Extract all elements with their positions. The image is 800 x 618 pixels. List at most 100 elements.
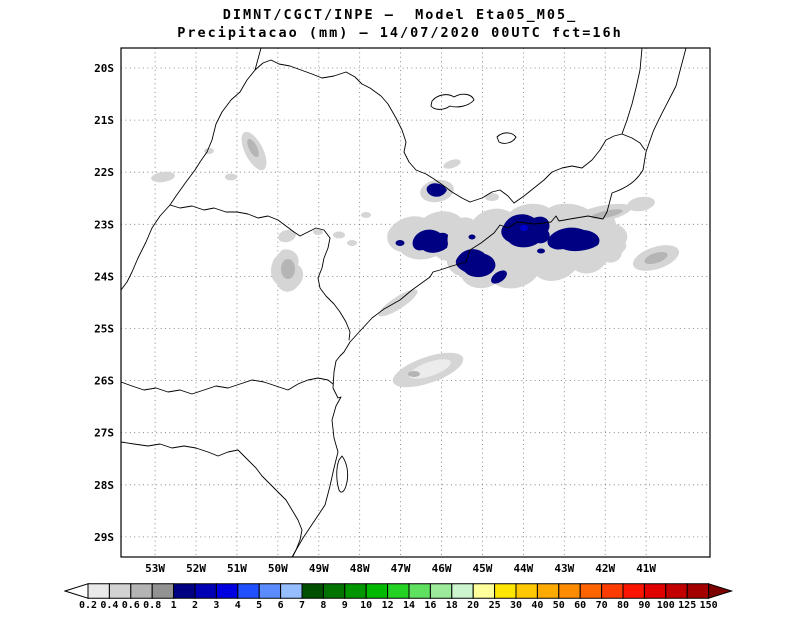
lat-label: 25S [94, 323, 114, 336]
colorbar [64, 583, 734, 599]
state-border-mg-sp [254, 59, 515, 204]
colorbar-label: 5 [256, 600, 263, 611]
lat-label: 20S [94, 62, 114, 75]
precip-heavy-patch [547, 227, 600, 252]
colorbar-label: 80 [616, 600, 630, 611]
colorbar-cell [173, 583, 196, 599]
colorbar-label: 100 [656, 600, 675, 611]
precip-heavy-patch [491, 270, 507, 284]
precip-light-patch [333, 231, 345, 239]
precip-light-patch [443, 159, 461, 169]
colorbar-cell [601, 583, 624, 599]
colorbar-cell [558, 583, 581, 599]
lon-label: 43W [554, 562, 574, 575]
colorbar-label: 12 [381, 600, 394, 611]
colorbar-cell [579, 583, 603, 599]
plot-title-line2: Precipitacao (mm) — 14/07/2020 00UTC fct… [177, 25, 623, 41]
precip-mid-patch [247, 138, 259, 158]
precip-light-patch [204, 148, 214, 154]
colorbar-cell [151, 583, 175, 599]
colorbar-label: 0.4 [100, 600, 119, 611]
colorbar-label: 50 [552, 600, 565, 611]
colorbar-cell [429, 583, 453, 599]
precip-light-patch [225, 173, 237, 181]
precip-heavy-patch [501, 214, 550, 248]
colorbar-label: 90 [638, 600, 651, 611]
colorbar-label: 60 [574, 600, 587, 611]
lon-label: 44W [513, 562, 533, 575]
lat-label: 27S [94, 427, 114, 440]
colorbar-label: 16 [424, 600, 437, 611]
plot-title-line1: DIMNT/CGCT/INPE — Model Eta05_M05_ [222, 7, 578, 23]
precip-heavy-patch [537, 248, 545, 254]
state-border-pr-sc [120, 377, 334, 395]
precip-light-patch [378, 289, 418, 317]
colorbar-cell [536, 583, 560, 599]
precip-layer [151, 131, 680, 388]
colorbar-label: 18 [445, 600, 458, 611]
lon-label: 51W [227, 562, 247, 575]
colorbar-cell [686, 583, 710, 599]
lon-label: 49W [309, 562, 329, 575]
precip-heavy-patch [455, 249, 496, 278]
precip-light-patch [627, 196, 655, 212]
precip-heavy-patch [412, 229, 451, 253]
lon-label: 46W [432, 562, 452, 575]
colorbar-cell [194, 583, 217, 599]
precip-light-patch [361, 212, 371, 218]
reservoir-outline [430, 93, 475, 110]
colorbar-label: 4 [234, 600, 241, 611]
colorbar-cell [130, 583, 153, 599]
colorbar-cell [258, 583, 282, 599]
state-border-sc-rs [120, 441, 303, 557]
lon-label: 48W [350, 562, 370, 575]
colorbar-cell [515, 583, 538, 599]
colorbar-above-max-arrow [708, 583, 734, 599]
colorbar-label: 70 [595, 600, 608, 611]
precip-mid-patch [408, 371, 420, 377]
colorbar-label: 25 [488, 600, 501, 611]
state-border-sp-pr [169, 204, 351, 341]
colorbar-cell [665, 583, 688, 599]
colorbar-label: 0.8 [143, 600, 162, 611]
precip-heavier-core [520, 225, 528, 231]
colorbar-label: 14 [402, 600, 416, 611]
lon-label: 53W [145, 562, 165, 575]
coastline [291, 47, 687, 558]
lon-label: 52W [186, 562, 206, 575]
colorbar-cell [451, 583, 474, 599]
colorbar-cell [322, 583, 346, 599]
colorbar-cell [344, 583, 367, 599]
state-border-mg-es [621, 47, 643, 135]
precip-light-patch [485, 193, 499, 201]
lon-label: 47W [391, 562, 411, 575]
map-border [120, 47, 711, 558]
colorbar-label: 0.6 [121, 600, 140, 611]
lat-label: 21S [94, 114, 114, 127]
colorbar-cell [237, 583, 260, 599]
state-border-rj-mg [513, 133, 646, 204]
boundary-layer [120, 47, 687, 558]
colorbar-cell [387, 583, 410, 599]
colorbar-cell [472, 583, 496, 599]
colorbar-below-min-arrow [64, 583, 89, 599]
lat-label: 22S [94, 166, 114, 179]
lon-label: 50W [268, 562, 288, 575]
lat-label: 26S [94, 375, 114, 388]
precip-light-patch [347, 240, 357, 246]
precip-mid-patch [591, 209, 623, 219]
grid-layer [121, 48, 710, 557]
precip-heavy-patch [426, 183, 447, 197]
reservoir-outline-small [496, 132, 517, 144]
precip-mid-patch [644, 251, 668, 265]
precip-light-patch [313, 229, 323, 235]
colorbar-label: 40 [531, 600, 544, 611]
colorbar-label: 2 [191, 600, 199, 611]
colorbar-labels: 0.2 0.4 0.6 0.8 1 2 3 4 5 6 7 8 9 10 12 14 16 18 20 25 30 40 5… [0, 600, 800, 614]
colorbar-label: 6 [277, 600, 284, 611]
state-border-paranaiba [254, 47, 262, 71]
colorbar-cell [301, 583, 324, 599]
colorbar-label: 150 [699, 600, 718, 611]
lon-label: 42W [595, 562, 615, 575]
colorbar-label: 1 [170, 600, 177, 611]
